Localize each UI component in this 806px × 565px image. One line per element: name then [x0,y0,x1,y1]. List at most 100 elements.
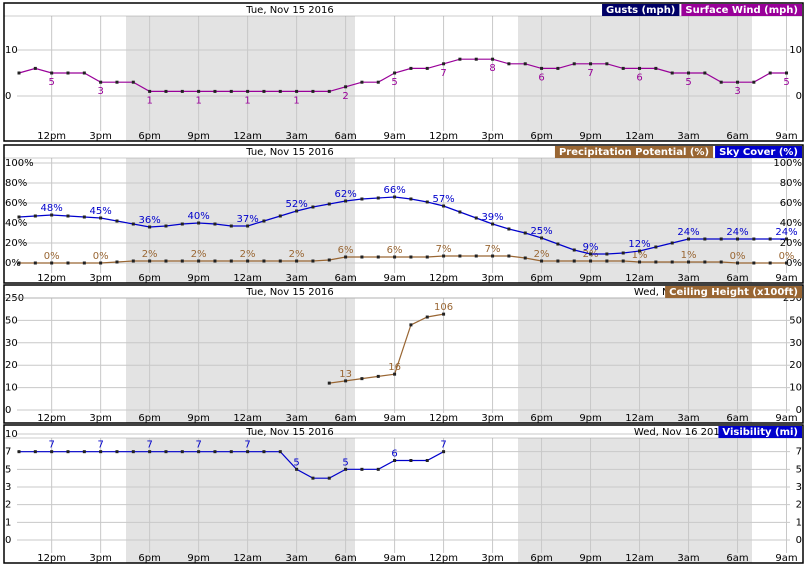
legend-box [665,286,802,298]
point [458,254,462,258]
value-label: 7 [48,440,54,451]
x-tick-label: 3am [285,273,307,284]
point [425,315,429,319]
series-line [19,255,787,264]
point [311,476,315,480]
point [425,459,429,462]
point [425,200,429,204]
point [115,450,119,454]
value-label: 5 [293,457,299,468]
panel-border [3,144,804,284]
point [474,254,478,258]
point [229,450,233,454]
value-label: 36% [139,215,161,226]
night-shade [518,16,752,141]
point [393,372,397,376]
legend-label: Visibility (mi) [722,427,798,438]
point [670,260,674,264]
value-label: 1 [195,95,201,106]
point [197,259,201,263]
x-tick-label: 6pm [530,553,552,564]
value-label: 13 [339,369,352,380]
point [638,66,642,70]
value-label: 62% [334,189,356,200]
x-tick-label: 12am [233,273,262,284]
point [409,197,413,201]
point [295,89,299,93]
value-label: 8 [489,63,495,74]
legend-box [718,426,802,438]
y-tick-label-right: 7 [796,447,802,458]
point [376,374,380,378]
point [66,71,70,75]
value-label: 7 [587,68,593,79]
point [376,467,380,471]
point [262,259,266,263]
x-tick-label: 3pm [89,273,111,284]
point [589,259,593,263]
x-tick-label: 3am [677,273,699,284]
point [327,258,331,262]
value-label: 48% [41,203,63,214]
point [229,224,233,228]
value-label: 45% [90,206,112,217]
y-tick-label: 0 [5,535,11,546]
point [180,222,184,226]
point [82,450,86,454]
point [507,227,511,231]
point [246,259,250,263]
value-label: 52% [285,199,307,210]
value-label: 6 [636,72,642,83]
point [491,57,495,61]
value-label: 39% [481,212,503,223]
y-tick-label: 100% [5,158,34,169]
x-tick-label: 6am [334,413,356,424]
point [376,255,380,259]
series-line [18,58,787,92]
point [376,80,380,84]
y-tick-label: 20 [5,360,18,371]
value-label: 2% [534,249,550,260]
point [344,379,348,383]
value-label: 3 [97,86,103,97]
x-tick-label: 12pm [37,553,66,564]
point [605,259,609,263]
value-label: 25% [530,226,552,237]
x-tick-label: 3pm [89,413,111,424]
x-tick-label: 12pm [429,413,458,424]
y-tick-label: 10 [5,429,18,440]
point [442,312,446,316]
x-tick-label: 6pm [138,553,160,564]
x-tick-label: 12am [625,413,654,424]
point [409,255,413,259]
point [589,62,593,66]
y-tick-label: 7 [5,447,11,458]
point [507,254,511,258]
point [99,450,103,454]
panel-border [3,2,804,142]
point [246,89,250,93]
value-label: 16 [388,362,401,373]
value-label: 7 [195,440,201,451]
point [638,260,642,264]
x-tick-label: 3am [677,413,699,424]
x-tick-label: 6pm [530,273,552,284]
point [540,259,544,263]
point [82,71,86,75]
point [442,450,446,454]
value-label: 24% [775,227,797,238]
point [719,237,723,241]
point [409,323,413,327]
point [131,450,135,454]
point [703,260,707,264]
value-label: 6% [387,245,403,256]
value-label: 1 [244,95,250,106]
point [491,222,495,226]
point [605,62,609,66]
x-tick-label: 12am [625,131,654,142]
y-tick-label-right: 2 [796,500,802,511]
point [360,80,364,84]
point [82,215,86,219]
x-tick-label: 6pm [138,413,160,424]
point [360,377,364,381]
